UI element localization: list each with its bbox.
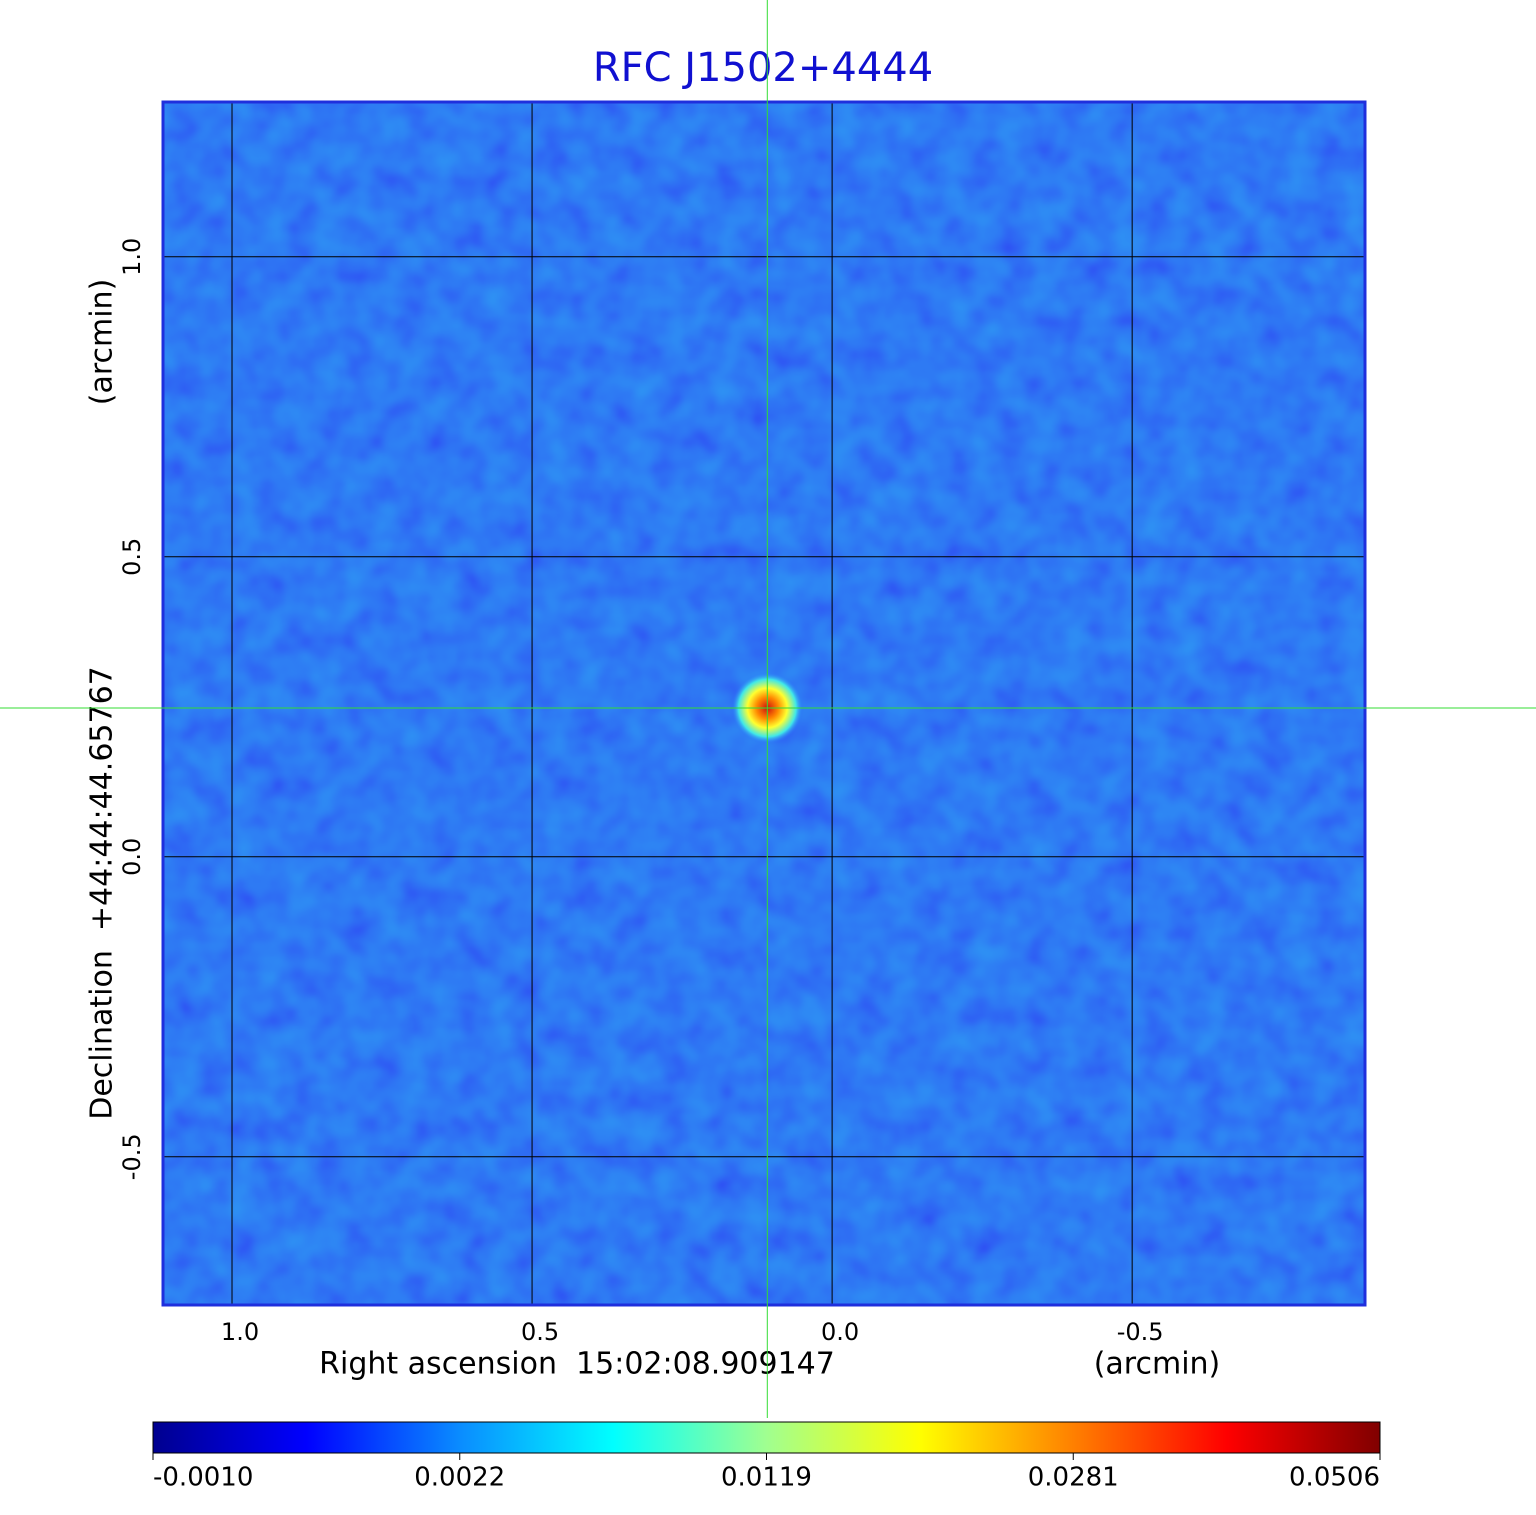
x-axis-unit: (arcmin)	[1094, 1347, 1221, 1382]
colorbar	[152, 1421, 1381, 1454]
y-axis-unit: (arcmin)	[85, 279, 120, 406]
y-tick-label: 1.0	[118, 238, 146, 276]
y-tick-label: 0.0	[118, 838, 146, 876]
colorbar-tick-label: 0.0022	[414, 1463, 505, 1493]
x-tick-label: 0.5	[521, 1318, 559, 1346]
y-tick-label: 0.5	[118, 538, 146, 576]
colorbar-tick-label: 0.0281	[1028, 1463, 1119, 1493]
colorbar-tick-label: 0.0506	[1289, 1463, 1380, 1493]
x-axis-label: Right ascension 15:02:08.909147	[319, 1347, 835, 1382]
colorbar-tick-label: -0.0010	[153, 1463, 253, 1493]
y-tick-label: -0.5	[118, 1133, 146, 1180]
x-tick-label: 1.0	[221, 1318, 259, 1346]
x-tick-label: 0.0	[821, 1318, 859, 1346]
y-axis-label: Declination +44:44:44.65767	[85, 666, 120, 1120]
x-tick-label: -0.5	[1117, 1318, 1164, 1346]
colorbar-tick-label: 0.0119	[721, 1463, 812, 1493]
plot-frame	[161, 100, 1367, 1307]
chart-title: RFC J1502+4444	[593, 45, 933, 91]
